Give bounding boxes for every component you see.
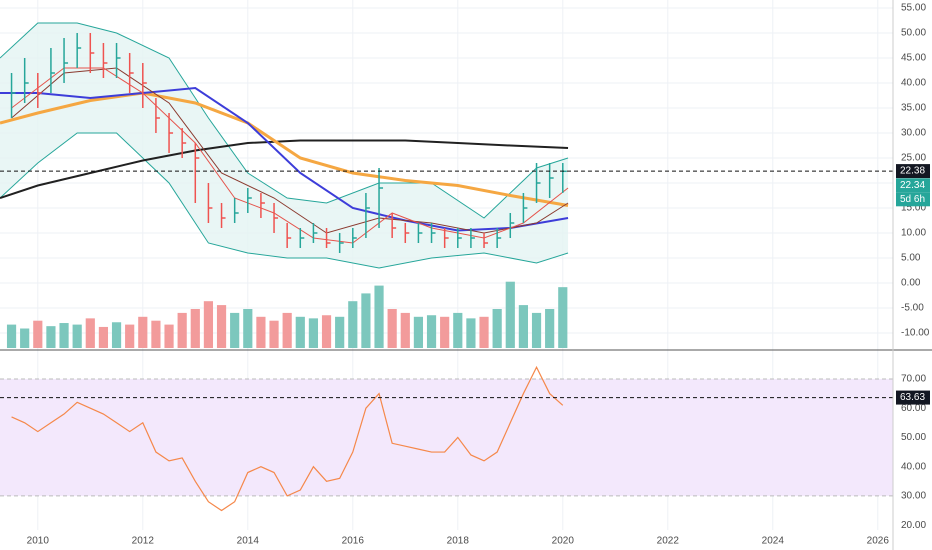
- volume-bar: [111, 322, 122, 348]
- volume-bar: [243, 309, 253, 348]
- y-tick-label: 40.00: [901, 78, 926, 89]
- close-tag-label: 22.34: [900, 180, 925, 191]
- y-tick-label: -5.00: [901, 303, 924, 314]
- band-fill: [0, 23, 569, 268]
- volume-bar: [466, 318, 476, 348]
- rsi-tag: [896, 390, 930, 405]
- volume-bar: [387, 309, 397, 348]
- x-tick-label: 2022: [657, 536, 680, 547]
- volume-bar: [190, 309, 200, 348]
- volume-bar: [426, 315, 437, 348]
- y-tick-label: 5.00: [901, 253, 921, 264]
- price-tag-label: 22.38: [900, 166, 925, 177]
- y-tick-label: 20.00: [901, 520, 926, 531]
- volume-bar: [374, 285, 384, 348]
- volume-bar: [505, 281, 515, 348]
- y-tick-label: 15.00: [901, 203, 926, 214]
- x-tick-label: 2016: [342, 536, 365, 547]
- volume-bar: [335, 316, 345, 348]
- y-tick-label: 10.00: [901, 228, 926, 239]
- price-tag: [896, 164, 930, 179]
- volume-bar: [33, 320, 43, 348]
- moving-average: [11, 67, 569, 244]
- volume-bar: [203, 301, 214, 348]
- x-tick-label: 2014: [237, 536, 260, 547]
- volume-bar: [20, 328, 30, 348]
- volume-bar: [453, 312, 463, 348]
- volume-bar: [531, 312, 542, 348]
- volume-bar: [256, 316, 266, 348]
- volume-bar: [59, 323, 69, 348]
- volume-bar: [518, 305, 529, 348]
- countdown-label: 5d 6h: [900, 194, 925, 205]
- x-tick-label: 2024: [762, 536, 785, 547]
- volume-bar: [46, 326, 56, 348]
- y-tick-label: 55.00: [901, 3, 926, 14]
- x-tick-label: 2020: [552, 536, 575, 547]
- volume-bar: [269, 320, 279, 348]
- volume-bar: [400, 312, 410, 348]
- volume-bar: [6, 324, 17, 348]
- volume-bar: [138, 316, 148, 348]
- y-tick-label: 25.00: [901, 153, 926, 164]
- volume-bar: [282, 312, 292, 348]
- rsi-pane: 2010 2012 2014 2016 2018 2020 2022 2024 2026 70.0…: [0, 350, 930, 547]
- rsi-line: [11, 365, 564, 512]
- band-upper: [0, 22, 569, 219]
- y-tick-label: 35.00: [901, 103, 926, 114]
- y-tick-label: 45.00: [901, 53, 926, 64]
- volume-bar: [558, 287, 568, 348]
- y-tick-label: 30.00: [901, 491, 926, 502]
- volume-bar: [125, 324, 135, 348]
- rsi-band-fill: [0, 378, 893, 496]
- y-tick-label: -10.00: [901, 328, 930, 339]
- band-lower: [0, 132, 569, 269]
- close-tag: [896, 178, 930, 193]
- price-pane: 55.0050.0045.0040.0035.0030.0025.0020.00…: [0, 0, 930, 350]
- volume-bar: [308, 318, 319, 348]
- x-tick-label: 2010: [27, 536, 50, 547]
- volume-bar: [545, 309, 555, 348]
- volume-bar: [151, 320, 161, 348]
- volume-bar: [98, 326, 109, 348]
- x-tick-label: 2026: [867, 536, 890, 547]
- volume-bar: [72, 324, 82, 348]
- volume-bar: [177, 312, 187, 348]
- volume-bar: [295, 316, 305, 348]
- rsi-tag-label: 63.63: [900, 392, 925, 403]
- y-tick-label: 0.00: [901, 278, 921, 289]
- volume-bar: [413, 316, 424, 348]
- volume-bar: [361, 293, 371, 348]
- y-tick-label: 60.00: [901, 403, 926, 414]
- countdown-tag: [896, 192, 930, 207]
- volume-bar: [479, 316, 489, 348]
- volume-bar: [440, 316, 450, 348]
- volume-bar: [164, 324, 174, 348]
- volume-bar: [321, 315, 332, 348]
- moving-average: [0, 91, 569, 207]
- y-tick-label: 50.00: [901, 432, 926, 443]
- y-tick-label: 70.00: [901, 374, 926, 385]
- volume-bar: [492, 309, 502, 348]
- volume-bar: [230, 312, 240, 348]
- volume-bar: [85, 318, 95, 348]
- y-tick-label: 40.00: [901, 461, 926, 472]
- volume-bar: [216, 305, 227, 348]
- x-tick-label: 2012: [132, 536, 155, 547]
- volume-bar: [348, 301, 358, 348]
- y-tick-label: 50.00: [901, 28, 926, 39]
- moving-average: [11, 67, 569, 234]
- x-tick-label: 2018: [447, 536, 470, 547]
- y-tick-label: 30.00: [901, 128, 926, 139]
